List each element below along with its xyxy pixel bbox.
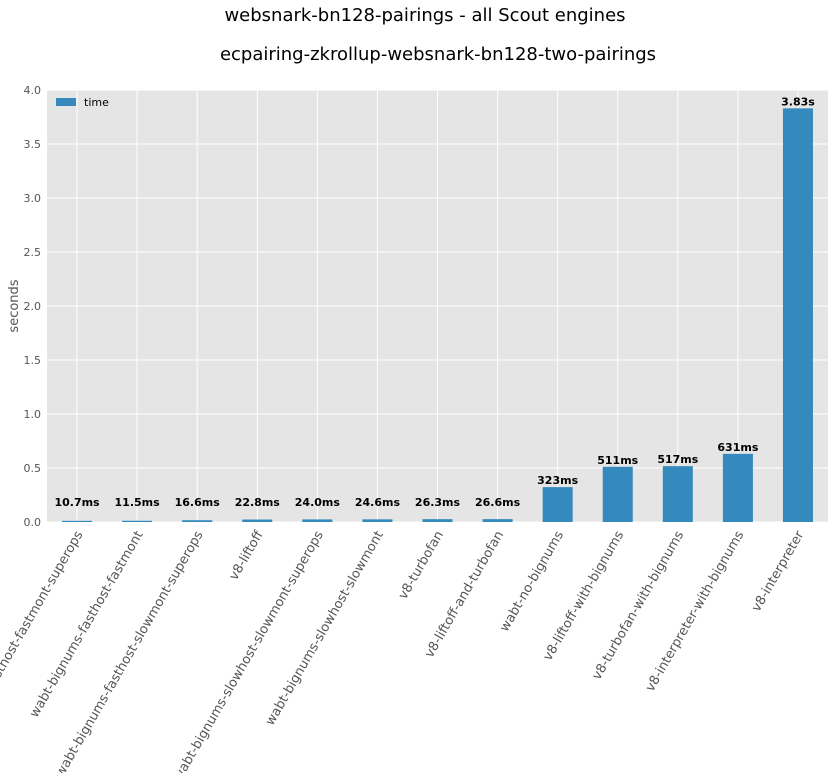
bar xyxy=(362,519,393,522)
y-tick-label: 3.5 xyxy=(24,138,42,151)
data-label: 517ms xyxy=(657,453,698,466)
bar xyxy=(182,520,213,522)
y-tick-label: 2.0 xyxy=(24,300,42,313)
data-label: 26.3ms xyxy=(415,496,461,509)
data-label: 10.7ms xyxy=(54,496,100,509)
y-tick-label: 4.0 xyxy=(24,84,42,97)
bar xyxy=(122,520,153,522)
x-tick-label: v8-liftoff xyxy=(227,528,268,583)
x-tick-label: wabt-no-bignums xyxy=(497,528,567,634)
bar xyxy=(542,487,573,522)
x-tick-label: v8-turbofan xyxy=(396,529,447,603)
chart-suptitle: websnark-bn128-pairings - all Scout engi… xyxy=(224,5,626,26)
y-tick-label: 0.0 xyxy=(24,516,42,529)
data-label: 16.6ms xyxy=(175,496,221,509)
bar xyxy=(242,519,273,522)
data-label: 24.0ms xyxy=(295,496,341,509)
bar xyxy=(302,519,333,522)
x-tick-label: wabt-bignums-slowhost-slowmont xyxy=(263,529,387,729)
y-tick-label: 0.5 xyxy=(24,462,42,475)
legend-label: time xyxy=(84,96,109,109)
bar xyxy=(482,519,513,522)
bar xyxy=(662,466,693,522)
x-tick-label: wabt-bignums-fasthost-fastmont xyxy=(27,529,146,721)
chart-title: ecpairing-zkrollup-websnark-bn128-two-pa… xyxy=(219,44,657,65)
x-tick-label: v8-interpreter xyxy=(749,528,808,615)
y-tick-label: 1.0 xyxy=(24,408,42,421)
bar xyxy=(422,519,453,522)
y-tick-label: 2.5 xyxy=(24,246,42,259)
data-label: 323ms xyxy=(537,474,578,487)
bar xyxy=(602,466,633,522)
legend-swatch xyxy=(56,98,76,106)
y-tick-label: 3.0 xyxy=(24,192,42,205)
y-axis-label: seconds xyxy=(7,279,22,332)
y-tick-label: 1.5 xyxy=(24,354,42,367)
data-label: 26.6ms xyxy=(475,496,521,509)
data-label: 631ms xyxy=(717,441,758,454)
data-label: 3.83s xyxy=(781,95,815,108)
x-tick-label: v8-interpreter-with-bignums xyxy=(643,528,748,694)
bar xyxy=(722,453,753,522)
data-label: 511ms xyxy=(597,454,638,467)
bar xyxy=(782,108,813,523)
data-label: 22.8ms xyxy=(235,496,281,509)
data-label: 24.6ms xyxy=(355,496,401,509)
data-label: 11.5ms xyxy=(115,496,161,509)
bar xyxy=(62,520,93,522)
